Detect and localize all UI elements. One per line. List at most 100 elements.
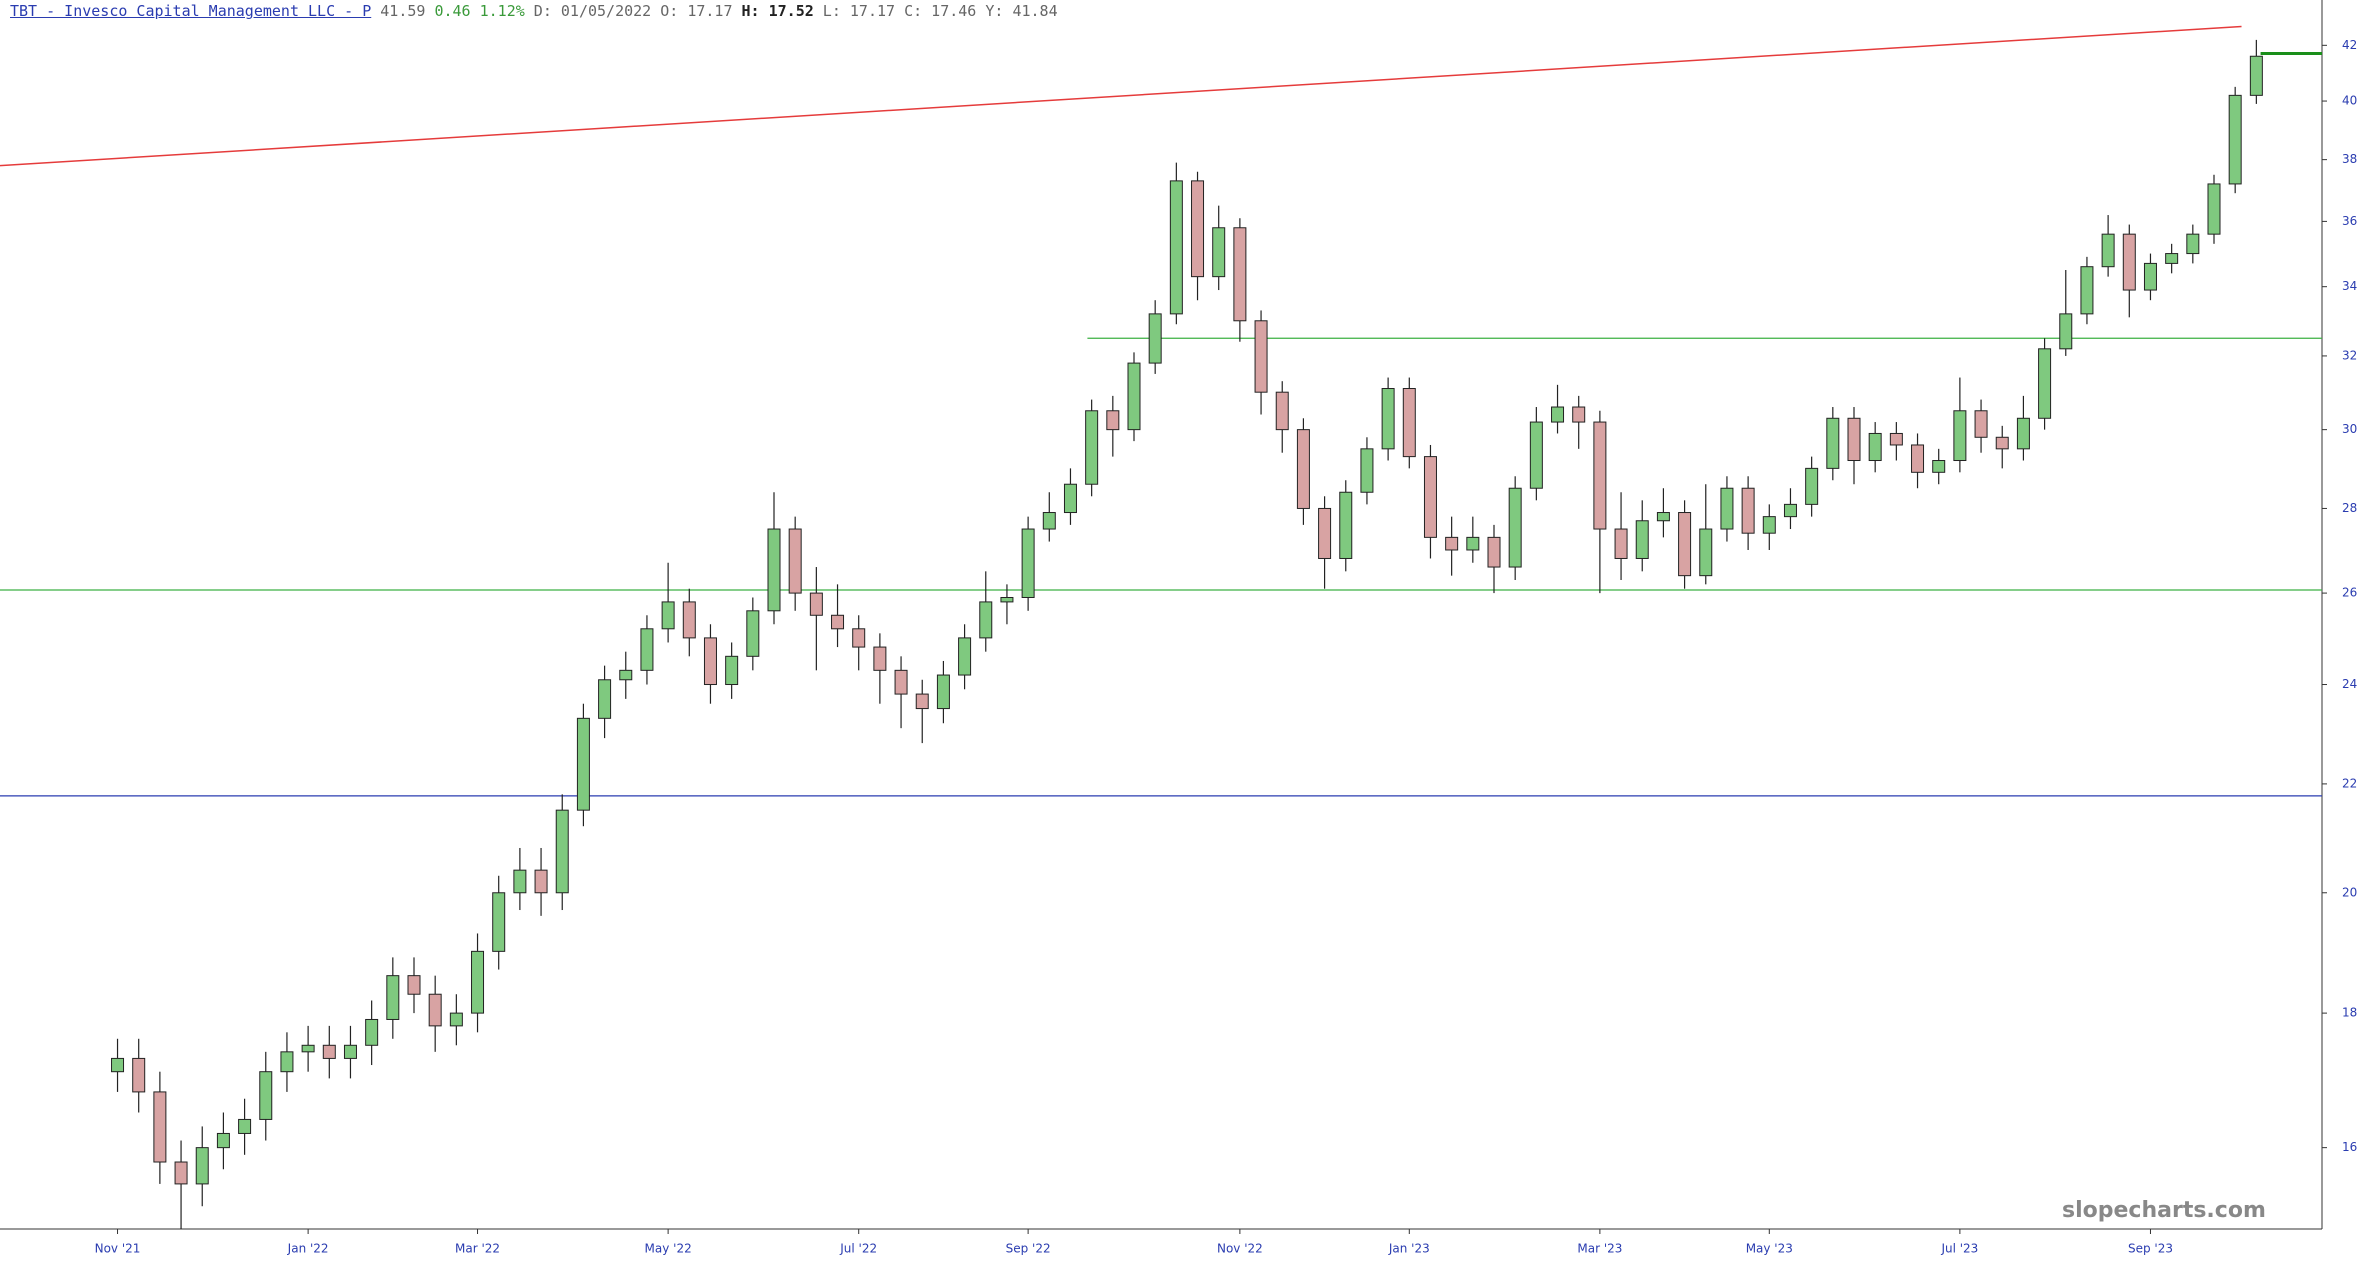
y-tick-label: 40 — [2342, 94, 2357, 108]
y-tick-label: 32 — [2342, 348, 2357, 362]
candle-body — [1466, 536, 1480, 551]
candle-body — [322, 1044, 336, 1059]
candle-body — [449, 1012, 463, 1027]
y-tick-label: 26 — [2342, 586, 2357, 600]
change: 0.46 — [434, 2, 471, 20]
x-tick-label: Mar '22 — [455, 1242, 500, 1256]
candle-body — [915, 693, 929, 710]
candle-body — [1932, 460, 1946, 473]
candle-body — [767, 528, 781, 612]
candle-body — [746, 610, 760, 657]
candle-body — [111, 1057, 125, 1073]
candle-body — [1762, 516, 1776, 534]
candle-body — [1296, 429, 1310, 509]
x-tick-label: Jan '23 — [1388, 1242, 1430, 1256]
candle-body — [513, 869, 527, 894]
candle-body — [1339, 491, 1353, 559]
candle-body — [195, 1147, 209, 1185]
candle-body — [576, 717, 590, 811]
candle-body — [2016, 417, 2030, 450]
candle-body — [2080, 266, 2094, 315]
y-tick-label: 42 — [2342, 38, 2357, 52]
candle-body — [216, 1132, 230, 1149]
candle-body — [1000, 596, 1014, 603]
candle-body — [1635, 520, 1649, 559]
candle-body — [725, 655, 739, 686]
candle-body — [619, 669, 633, 681]
candle-body — [555, 809, 569, 894]
candle-body — [2038, 348, 2052, 419]
candle-body — [1720, 487, 1734, 530]
quote-header: TBT - Invesco Capital Management LLC - P… — [10, 2, 1058, 20]
candle-body — [1106, 410, 1120, 431]
candle-body — [1805, 467, 1819, 505]
candle-body — [2186, 233, 2200, 255]
candle-body — [598, 679, 612, 719]
x-tick-label: May '22 — [645, 1242, 692, 1256]
candle-body — [1063, 483, 1077, 514]
candle-body — [1593, 421, 1607, 530]
candle-body — [936, 674, 950, 710]
y-tick-label: 24 — [2342, 677, 2357, 691]
candle-body — [1402, 388, 1416, 458]
candle-body — [1572, 406, 1586, 423]
candle-body — [1656, 512, 1670, 522]
high-value: 17.52 — [768, 2, 814, 20]
candle-body — [1699, 528, 1713, 577]
candle-body — [1953, 410, 1967, 462]
candle-body — [682, 601, 696, 639]
candle-body — [1826, 417, 1840, 469]
y-tick-label: 28 — [2342, 501, 2357, 515]
candle-body — [1529, 421, 1543, 489]
x-tick-label: Sep '23 — [2128, 1242, 2173, 1256]
candle-body — [365, 1018, 379, 1046]
y-tick-label: 34 — [2342, 279, 2357, 293]
last-price: 41.59 — [380, 2, 426, 20]
candle-body — [343, 1044, 357, 1059]
candle-body — [2059, 313, 2073, 350]
y-tick-label: 38 — [2342, 152, 2357, 166]
candle-body — [386, 975, 400, 1020]
watermark: slopecharts.com — [2062, 1198, 2266, 1223]
high-label: H: — [741, 2, 769, 20]
candle-body — [301, 1044, 315, 1053]
candle-body — [1212, 227, 1226, 278]
candle-body — [1191, 180, 1205, 278]
x-tick-label: Nov '21 — [95, 1242, 141, 1256]
candle-body — [1042, 512, 1056, 530]
candle-body — [2228, 94, 2242, 185]
candle-body — [703, 637, 717, 686]
x-tick-label: Jan '22 — [287, 1242, 329, 1256]
ohlc-info: D: 01/05/2022 O: 17.17 — [533, 2, 742, 20]
candle-body — [788, 528, 802, 594]
y-tick-label: 18 — [2342, 1006, 2357, 1020]
x-tick-label: Sep '22 — [1006, 1242, 1051, 1256]
y-tick-label: 22 — [2342, 776, 2357, 790]
candle-body — [1381, 388, 1395, 450]
candle-body — [1445, 536, 1459, 551]
candle-body — [1021, 528, 1035, 598]
x-tick-label: Mar '23 — [1577, 1242, 1622, 1256]
candle-body — [534, 869, 548, 894]
candle-body — [132, 1057, 146, 1093]
candle-body — [2249, 55, 2263, 96]
candle-body — [894, 669, 908, 695]
candle-body — [958, 637, 972, 676]
candle-body — [1678, 512, 1692, 577]
symbol-link[interactable]: TBT - Invesco Capital Management LLC - P — [10, 2, 372, 20]
candle-body — [1423, 456, 1437, 538]
candle-body — [1275, 391, 1289, 431]
candle-body — [1889, 432, 1903, 446]
candle-body — [979, 601, 993, 639]
candle-body — [1127, 362, 1141, 431]
x-tick-label: Jul '22 — [839, 1242, 877, 1256]
candle-body — [1741, 487, 1755, 534]
candle-body — [640, 628, 654, 671]
candle-body — [1995, 436, 2009, 450]
x-tick-label: Nov '22 — [1217, 1242, 1263, 1256]
candle-body — [2207, 183, 2221, 235]
candle-body — [1233, 227, 1247, 322]
candle-body — [1318, 507, 1332, 559]
candle-body — [852, 628, 866, 648]
